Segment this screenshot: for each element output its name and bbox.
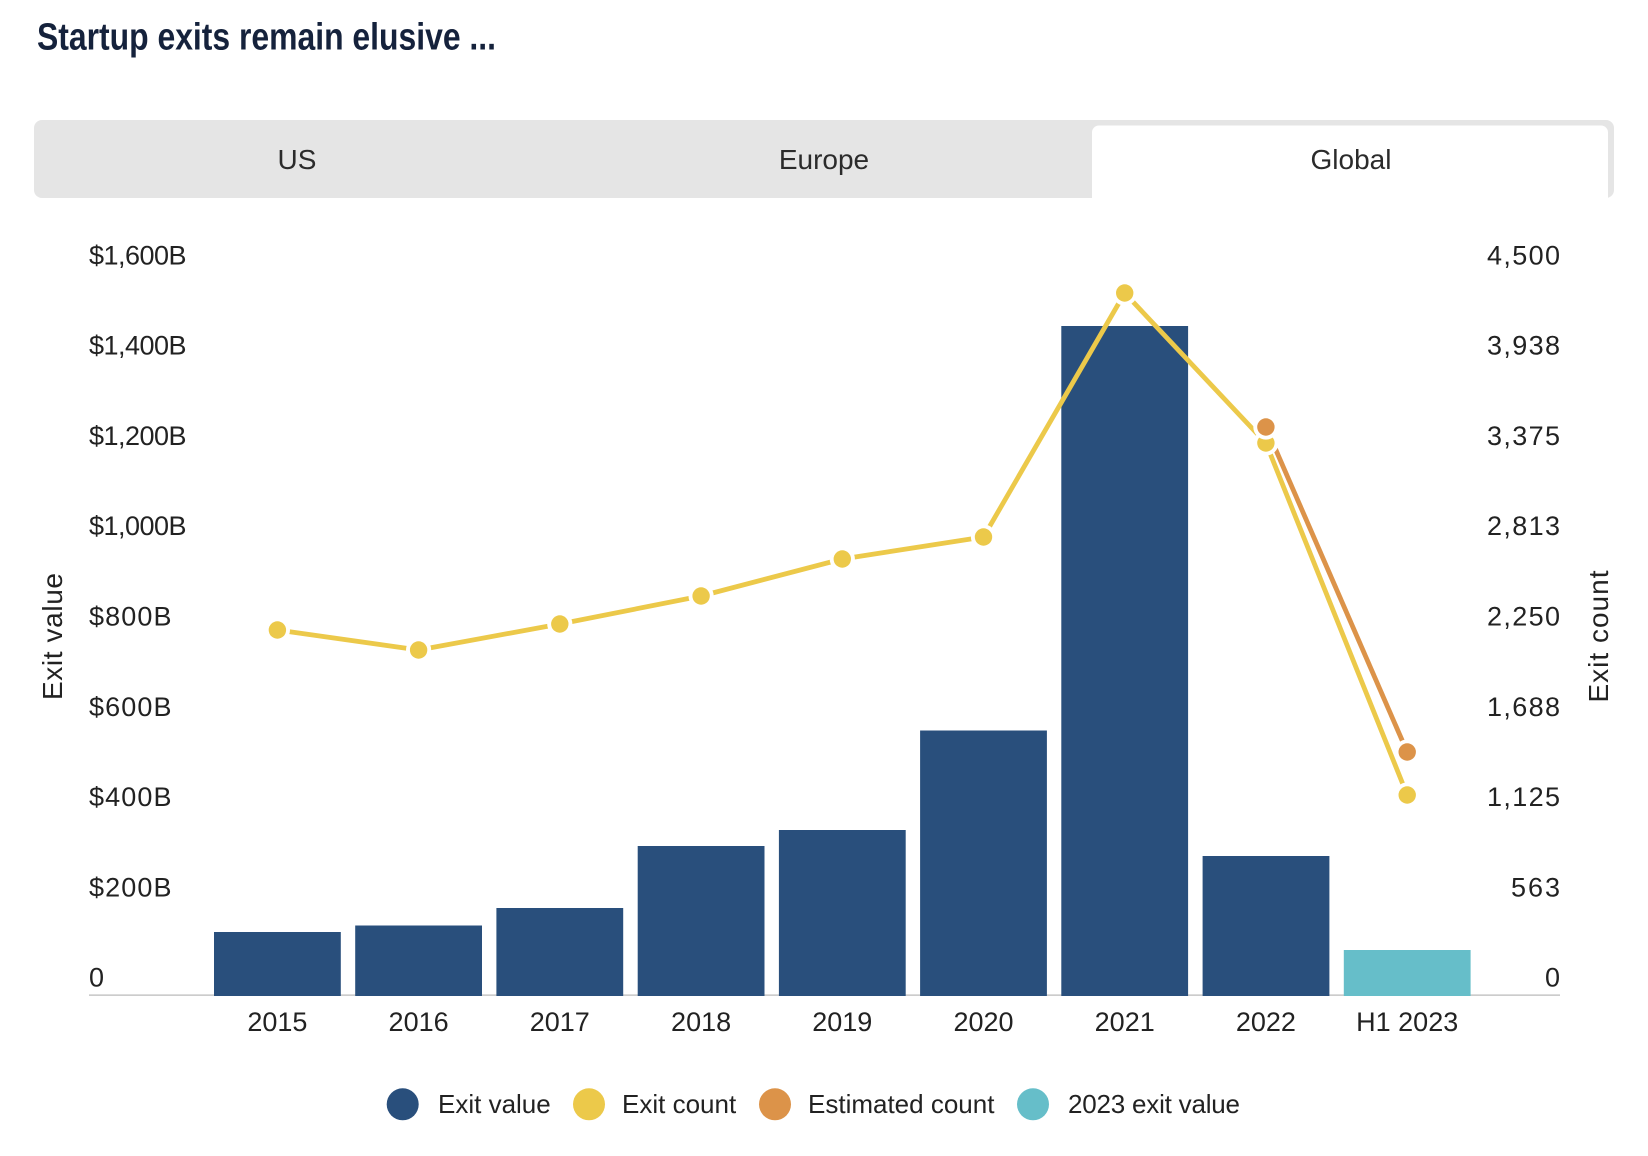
svg-text:$1,400B: $1,400B bbox=[89, 331, 187, 361]
svg-text:2020: 2020 bbox=[953, 1007, 1013, 1037]
svg-text:Estimated count: Estimated count bbox=[808, 1089, 995, 1119]
svg-text:2017: 2017 bbox=[530, 1007, 590, 1037]
svg-text:0: 0 bbox=[89, 963, 104, 993]
svg-text:3,375: 3,375 bbox=[1487, 421, 1560, 451]
svg-text:2,250: 2,250 bbox=[1487, 602, 1560, 632]
svg-text:$1,200B: $1,200B bbox=[89, 421, 187, 451]
svg-text:Startup exits remain elusive .: Startup exits remain elusive ... bbox=[37, 17, 496, 59]
svg-text:1,125: 1,125 bbox=[1487, 782, 1560, 812]
svg-text:2021: 2021 bbox=[1095, 1007, 1155, 1037]
svg-text:3,938: 3,938 bbox=[1487, 331, 1560, 361]
svg-text:Global: Global bbox=[1311, 144, 1392, 175]
svg-text:Exit value: Exit value bbox=[37, 573, 68, 700]
svg-text:$1,600B: $1,600B bbox=[89, 240, 187, 270]
svg-text:US: US bbox=[278, 144, 317, 175]
svg-text:$1,000B: $1,000B bbox=[89, 511, 187, 541]
svg-text:2022: 2022 bbox=[1236, 1007, 1296, 1037]
svg-text:Europe: Europe bbox=[779, 144, 869, 175]
svg-text:4,500: 4,500 bbox=[1487, 240, 1560, 270]
svg-text:Exit count: Exit count bbox=[1583, 570, 1614, 702]
svg-text:$600B: $600B bbox=[89, 692, 172, 722]
svg-text:$400B: $400B bbox=[89, 782, 172, 812]
svg-text:Exit count: Exit count bbox=[622, 1089, 737, 1119]
svg-text:Exit value: Exit value bbox=[438, 1089, 551, 1119]
svg-text:$200B: $200B bbox=[89, 872, 172, 902]
svg-text:2015: 2015 bbox=[247, 1007, 307, 1037]
svg-text:2016: 2016 bbox=[389, 1007, 449, 1037]
svg-text:2,813: 2,813 bbox=[1487, 511, 1560, 541]
svg-text:$800B: $800B bbox=[89, 602, 172, 632]
svg-text:H1 2023: H1 2023 bbox=[1356, 1007, 1458, 1037]
svg-text:1,688: 1,688 bbox=[1487, 692, 1560, 722]
svg-text:2023 exit value: 2023 exit value bbox=[1068, 1089, 1240, 1119]
svg-text:2018: 2018 bbox=[671, 1007, 731, 1037]
svg-text:0: 0 bbox=[1545, 963, 1560, 993]
svg-text:2019: 2019 bbox=[812, 1007, 872, 1037]
svg-text:563: 563 bbox=[1511, 872, 1560, 902]
